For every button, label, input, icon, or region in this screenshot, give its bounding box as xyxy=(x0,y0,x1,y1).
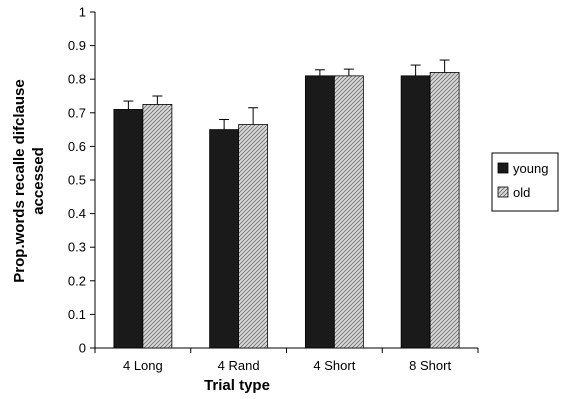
legend-label-young: young xyxy=(513,161,548,176)
axes: 0 0.1 0.2 0.3 0.4 0.5 0.6 0.7 0.8 0.9 1 4 Long 4 Ran… xyxy=(68,5,479,373)
bar-old xyxy=(142,104,173,349)
bar-young xyxy=(400,75,431,349)
y-axis-title-line-2: accessed xyxy=(30,147,47,215)
legend-swatch-young xyxy=(497,162,509,174)
legend-swatch-old xyxy=(497,186,509,198)
x-axis-title: Trial type xyxy=(204,377,270,394)
bar-young xyxy=(209,129,240,349)
bar-old xyxy=(333,75,364,349)
x-tick-label: 4 Short xyxy=(313,358,355,373)
x-tick-label: 4 Long xyxy=(123,358,163,373)
bar-old xyxy=(429,72,460,349)
y-tick-label: 0.4 xyxy=(68,206,86,221)
bar-old xyxy=(238,124,269,349)
y-tick-label: 0.2 xyxy=(68,273,86,288)
x-tick-label: 8 Short xyxy=(409,358,451,373)
x-tick-label: 4 Rand xyxy=(218,358,260,373)
legend: young old xyxy=(491,152,559,212)
y-axis-title-line-1: Prop.words recalle difclause xyxy=(11,79,28,282)
bar-young xyxy=(304,75,335,349)
y-tick-label: 0.6 xyxy=(68,139,86,154)
y-axis-title: Prop.words recalle difclause accessed xyxy=(11,79,47,282)
y-tick-label: 0 xyxy=(79,341,86,356)
y-tick-label: 0.5 xyxy=(68,173,86,188)
y-tick-label: 0.8 xyxy=(68,72,86,87)
legend-label-old: old xyxy=(513,185,530,200)
y-tick-label: 0.9 xyxy=(68,38,86,53)
bars xyxy=(113,59,460,349)
y-tick-label: 0.7 xyxy=(68,105,86,120)
bar-young xyxy=(113,109,144,349)
y-tick-label: 1 xyxy=(79,5,86,20)
y-tick-label: 0.3 xyxy=(68,240,86,255)
y-tick-label: 0.1 xyxy=(68,307,86,322)
